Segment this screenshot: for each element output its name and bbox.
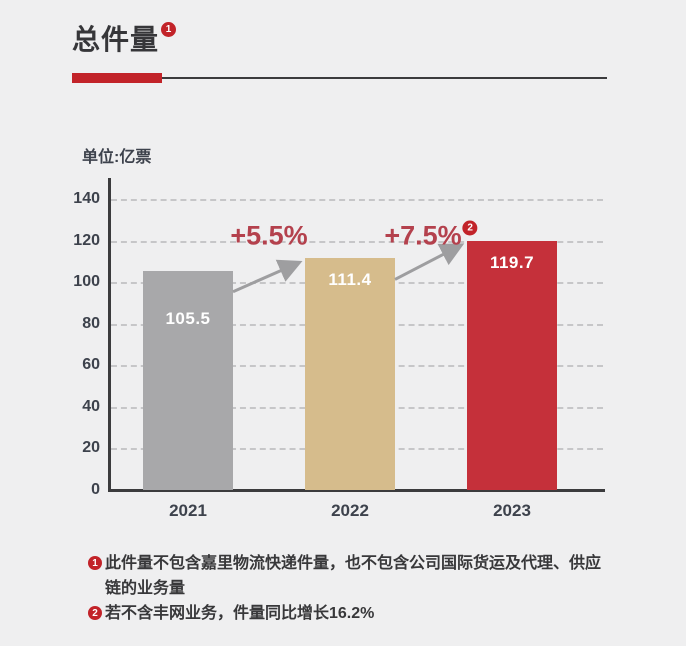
footnotes: 1 此件量不包含嘉里物流快递件量，也不包含公司国际货运及代理、供应链的业务量 2… xyxy=(88,551,605,626)
bar-value-label-2023: 119.7 xyxy=(489,253,535,273)
footnote-2: 2 若不含丰网业务，件量同比增长16.2% xyxy=(88,601,605,626)
gridline-140 xyxy=(111,199,603,201)
y-tick-label-80: 80 xyxy=(82,314,100,332)
y-tick-label-100: 100 xyxy=(73,273,100,291)
page-title: 总件量 xyxy=(72,24,160,55)
y-tick-label-120: 120 xyxy=(73,231,100,249)
y-tick-label-0: 0 xyxy=(91,481,100,498)
chart-header: 总件量 1 xyxy=(72,22,177,56)
y-tick-label-20: 20 xyxy=(82,439,100,457)
footnote-2-badge: 2 xyxy=(88,606,102,620)
footnote-1-badge: 1 xyxy=(88,556,102,570)
y-tick-label-140: 140 xyxy=(73,190,100,207)
growth-label-text: +7.5% xyxy=(384,220,462,251)
growth-label-2: +7.5% 2 xyxy=(384,220,478,252)
bar-2022: 111.4 xyxy=(305,258,395,490)
bar-value-label-2021: 105.5 xyxy=(165,308,211,328)
footnote-1: 1 此件量不包含嘉里物流快递件量，也不包含公司国际货运及代理、供应链的业务量 xyxy=(88,551,605,601)
bar-2023: 119.7 xyxy=(467,241,557,490)
unit-label: 单位:亿票 xyxy=(82,149,152,166)
x-axis-label-2022: 2022 xyxy=(331,501,369,520)
y-axis-line xyxy=(108,178,111,491)
header-divider-line xyxy=(72,77,607,79)
footnote-2-text: 若不含丰网业务，件量同比增长16.2% xyxy=(105,605,375,622)
bar-value-label-2022: 111.4 xyxy=(328,270,372,290)
x-axis-label-2021: 2021 xyxy=(169,501,207,520)
footnote-ref-2-badge: 2 xyxy=(462,220,478,236)
header-accent-bar xyxy=(72,73,162,83)
x-axis-label-2023: 2023 xyxy=(493,501,531,520)
y-tick-label-60: 60 xyxy=(82,356,100,374)
gridline-120 xyxy=(111,240,603,243)
growth-label-1: +5.5% xyxy=(230,221,307,252)
footnote-ref-1-badge: 1 xyxy=(161,22,177,37)
bar-2021: 105.5 xyxy=(143,270,233,490)
y-tick-label-40: 40 xyxy=(82,397,100,415)
growth-label-text: +5.5% xyxy=(230,220,308,251)
x-axis-line xyxy=(108,489,605,492)
footnote-1-text: 此件量不包含嘉里物流快递件量，也不包含公司国际货运及代理、供应链的业务量 xyxy=(105,555,602,597)
growth-arrow-1 xyxy=(232,259,303,294)
